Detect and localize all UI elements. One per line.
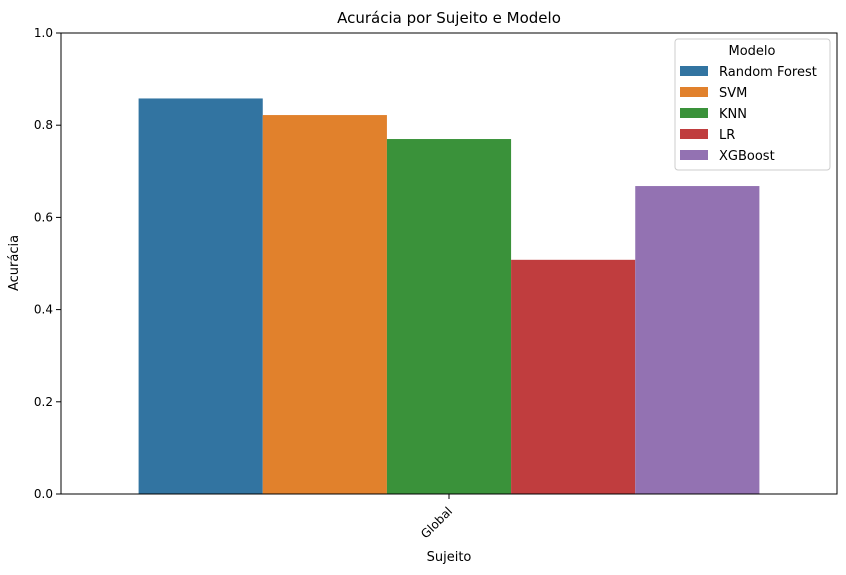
- x-tick-label: Global: [418, 504, 455, 541]
- bar-knn: [386, 139, 512, 494]
- y-tick-label: 0.8: [34, 118, 53, 132]
- chart-title: Acurácia por Sujeito e Modelo: [337, 9, 561, 27]
- y-tick-label: 0.2: [34, 395, 53, 409]
- y-tick-label: 0.0: [34, 487, 53, 501]
- legend-label: LR: [719, 128, 735, 143]
- plot-frame: [60, 32, 838, 495]
- legend-box: [674, 38, 831, 171]
- legend-swatch: [680, 129, 708, 139]
- legend-label: Random Forest: [719, 65, 817, 80]
- legend-label: KNN: [719, 107, 747, 122]
- legend-swatch: [680, 66, 708, 76]
- bar-lr: [511, 259, 636, 494]
- bars-group: [138, 98, 760, 495]
- y-tick-label: 1.0: [34, 26, 53, 40]
- bar-svm: [262, 115, 387, 495]
- legend-label: XGBoost: [719, 149, 775, 164]
- legend-title: Modelo: [729, 44, 776, 59]
- bar-xgboost: [635, 186, 760, 494]
- legend-label: SVM: [719, 86, 747, 101]
- x-axis: Global: [418, 494, 455, 541]
- y-axis: 0.0 0.2 0.4 0.6 0.8 1.0: [34, 26, 61, 501]
- y-tick-label: 0.4: [34, 303, 53, 317]
- legend-swatch: [680, 150, 708, 160]
- x-axis-label: Sujeito: [427, 550, 472, 565]
- legend-swatch: [680, 87, 708, 97]
- y-tick-label: 0.6: [34, 210, 53, 224]
- legend-swatch: [680, 108, 708, 118]
- legend-items: Random Forest SVM KNN LR XGBoost: [680, 65, 817, 164]
- legend: Modelo Random Forest SVM KNN LR XGBoost: [674, 38, 831, 171]
- bar-random-forest: [138, 98, 263, 494]
- y-axis-label: Acurácia: [7, 235, 22, 291]
